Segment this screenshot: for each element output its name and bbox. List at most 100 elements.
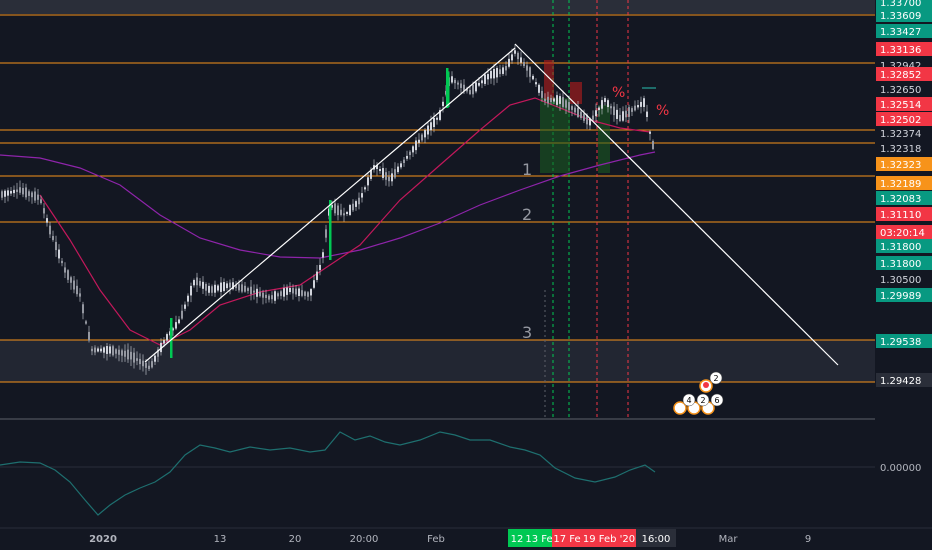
- candle-body: [43, 208, 45, 214]
- price-tag-label: 1.32942: [880, 61, 921, 72]
- price-tag-label: 03:20:14: [880, 228, 925, 239]
- candle-body: [241, 284, 243, 292]
- price-tag-label: 1.33427: [880, 27, 921, 38]
- candle-body: [142, 360, 144, 367]
- highlight-time-bg: [552, 529, 582, 547]
- candle-body: [580, 111, 582, 118]
- time-label: 13: [214, 534, 227, 545]
- candle-body: [505, 66, 507, 71]
- candle-body: [613, 106, 615, 116]
- candle-body: [535, 82, 537, 85]
- candle-body-strong: [170, 318, 173, 358]
- price-tag-bg: [876, 225, 932, 239]
- candle-body: [556, 95, 558, 105]
- badge-text-3: 2: [700, 396, 705, 405]
- oscillator-axis-label: 0.00000: [880, 463, 921, 474]
- ma-fast: [39, 97, 651, 346]
- candle-body: [256, 288, 258, 297]
- candle-body: [172, 328, 174, 331]
- candle-body: [4, 190, 6, 197]
- candle-body: [148, 365, 150, 369]
- candle-body: [322, 252, 324, 258]
- time-axis[interactable]: 2020 13 20 20:00 Feb Mar 9 12 13 Fe 17 Fe 19 Feb '…: [89, 529, 811, 547]
- candle-body: [250, 286, 252, 295]
- oscillator-line: [0, 431, 656, 516]
- candle-body: [109, 346, 111, 354]
- candle-body: [193, 280, 195, 286]
- candle-body: [310, 289, 312, 296]
- candle-body: [85, 321, 87, 324]
- candle-body: [139, 358, 141, 365]
- candle-body: [154, 355, 156, 362]
- price-tag-label: 1.31800: [880, 242, 921, 253]
- candle-body: [286, 287, 288, 295]
- candle-body: [487, 74, 489, 80]
- price-tag-bg: [876, 176, 932, 190]
- candle-body: [502, 67, 504, 74]
- candle-body: [592, 115, 594, 120]
- candle-body: [28, 191, 30, 196]
- candle-body: [127, 349, 129, 360]
- price-tag-label: 1.29538: [880, 337, 921, 348]
- candle-body: [421, 134, 423, 141]
- candle-body: [430, 122, 432, 131]
- price-tag-bg: [876, 334, 932, 348]
- candle-body: [388, 176, 390, 182]
- candle-body: [130, 351, 132, 360]
- price-tag-label: 1.32323: [880, 160, 921, 171]
- candle-body: [466, 88, 468, 92]
- candle-body: [547, 96, 549, 104]
- candle-body: [469, 89, 471, 95]
- candle-body: [91, 348, 93, 352]
- candle-body: [355, 201, 357, 207]
- candle-body: [79, 293, 81, 297]
- candle-body: [544, 98, 546, 102]
- candle-body: [259, 291, 261, 297]
- red-box-2: [570, 82, 582, 104]
- wave-label-3: 3: [522, 323, 532, 342]
- candle-body: [352, 203, 354, 211]
- price-tag-label: 1.32318: [880, 144, 921, 155]
- candle-body: [442, 101, 444, 107]
- candle-body: [31, 192, 33, 198]
- candle-body: [634, 105, 636, 111]
- candle-body: [55, 241, 57, 251]
- candle-body: [10, 190, 12, 194]
- candle-body: [301, 290, 303, 296]
- candle-body: [562, 97, 564, 107]
- candle-body: [226, 283, 228, 289]
- candle-body: [49, 225, 51, 235]
- candle-body: [427, 125, 429, 135]
- candle-body: [649, 131, 651, 134]
- candle-body: [229, 282, 231, 288]
- candle-body-strong: [447, 72, 450, 107]
- price-tag-bg: [876, 42, 932, 56]
- price-tag-bg: [876, 239, 932, 253]
- candle-body: [358, 197, 360, 205]
- candle-body: [511, 54, 513, 61]
- candle-body: [349, 205, 351, 215]
- candle-body: [472, 84, 474, 95]
- candle-body: [577, 107, 579, 118]
- percent-marker-1: %: [612, 85, 625, 101]
- candle-body: [313, 280, 315, 288]
- candle-body: [34, 191, 36, 201]
- candle-body: [16, 189, 18, 192]
- candle-body: [205, 283, 207, 291]
- candle-body: [76, 285, 78, 295]
- candle-body: [73, 280, 75, 290]
- wave-label-2: 2: [522, 205, 532, 224]
- candle-body: [208, 285, 210, 293]
- event-badges[interactable]: 2 4 2 6: [673, 371, 724, 415]
- candle-body: [331, 204, 333, 208]
- candle-body: [415, 140, 417, 151]
- candle-body: [238, 284, 240, 291]
- price-tag-bg: [876, 207, 932, 221]
- candle-body: [643, 98, 645, 107]
- highlight-time-bg: [582, 529, 636, 547]
- candle-body: [235, 284, 237, 289]
- candle-body: [397, 166, 399, 173]
- time-label: Mar: [719, 534, 739, 545]
- candle-body: [268, 295, 270, 300]
